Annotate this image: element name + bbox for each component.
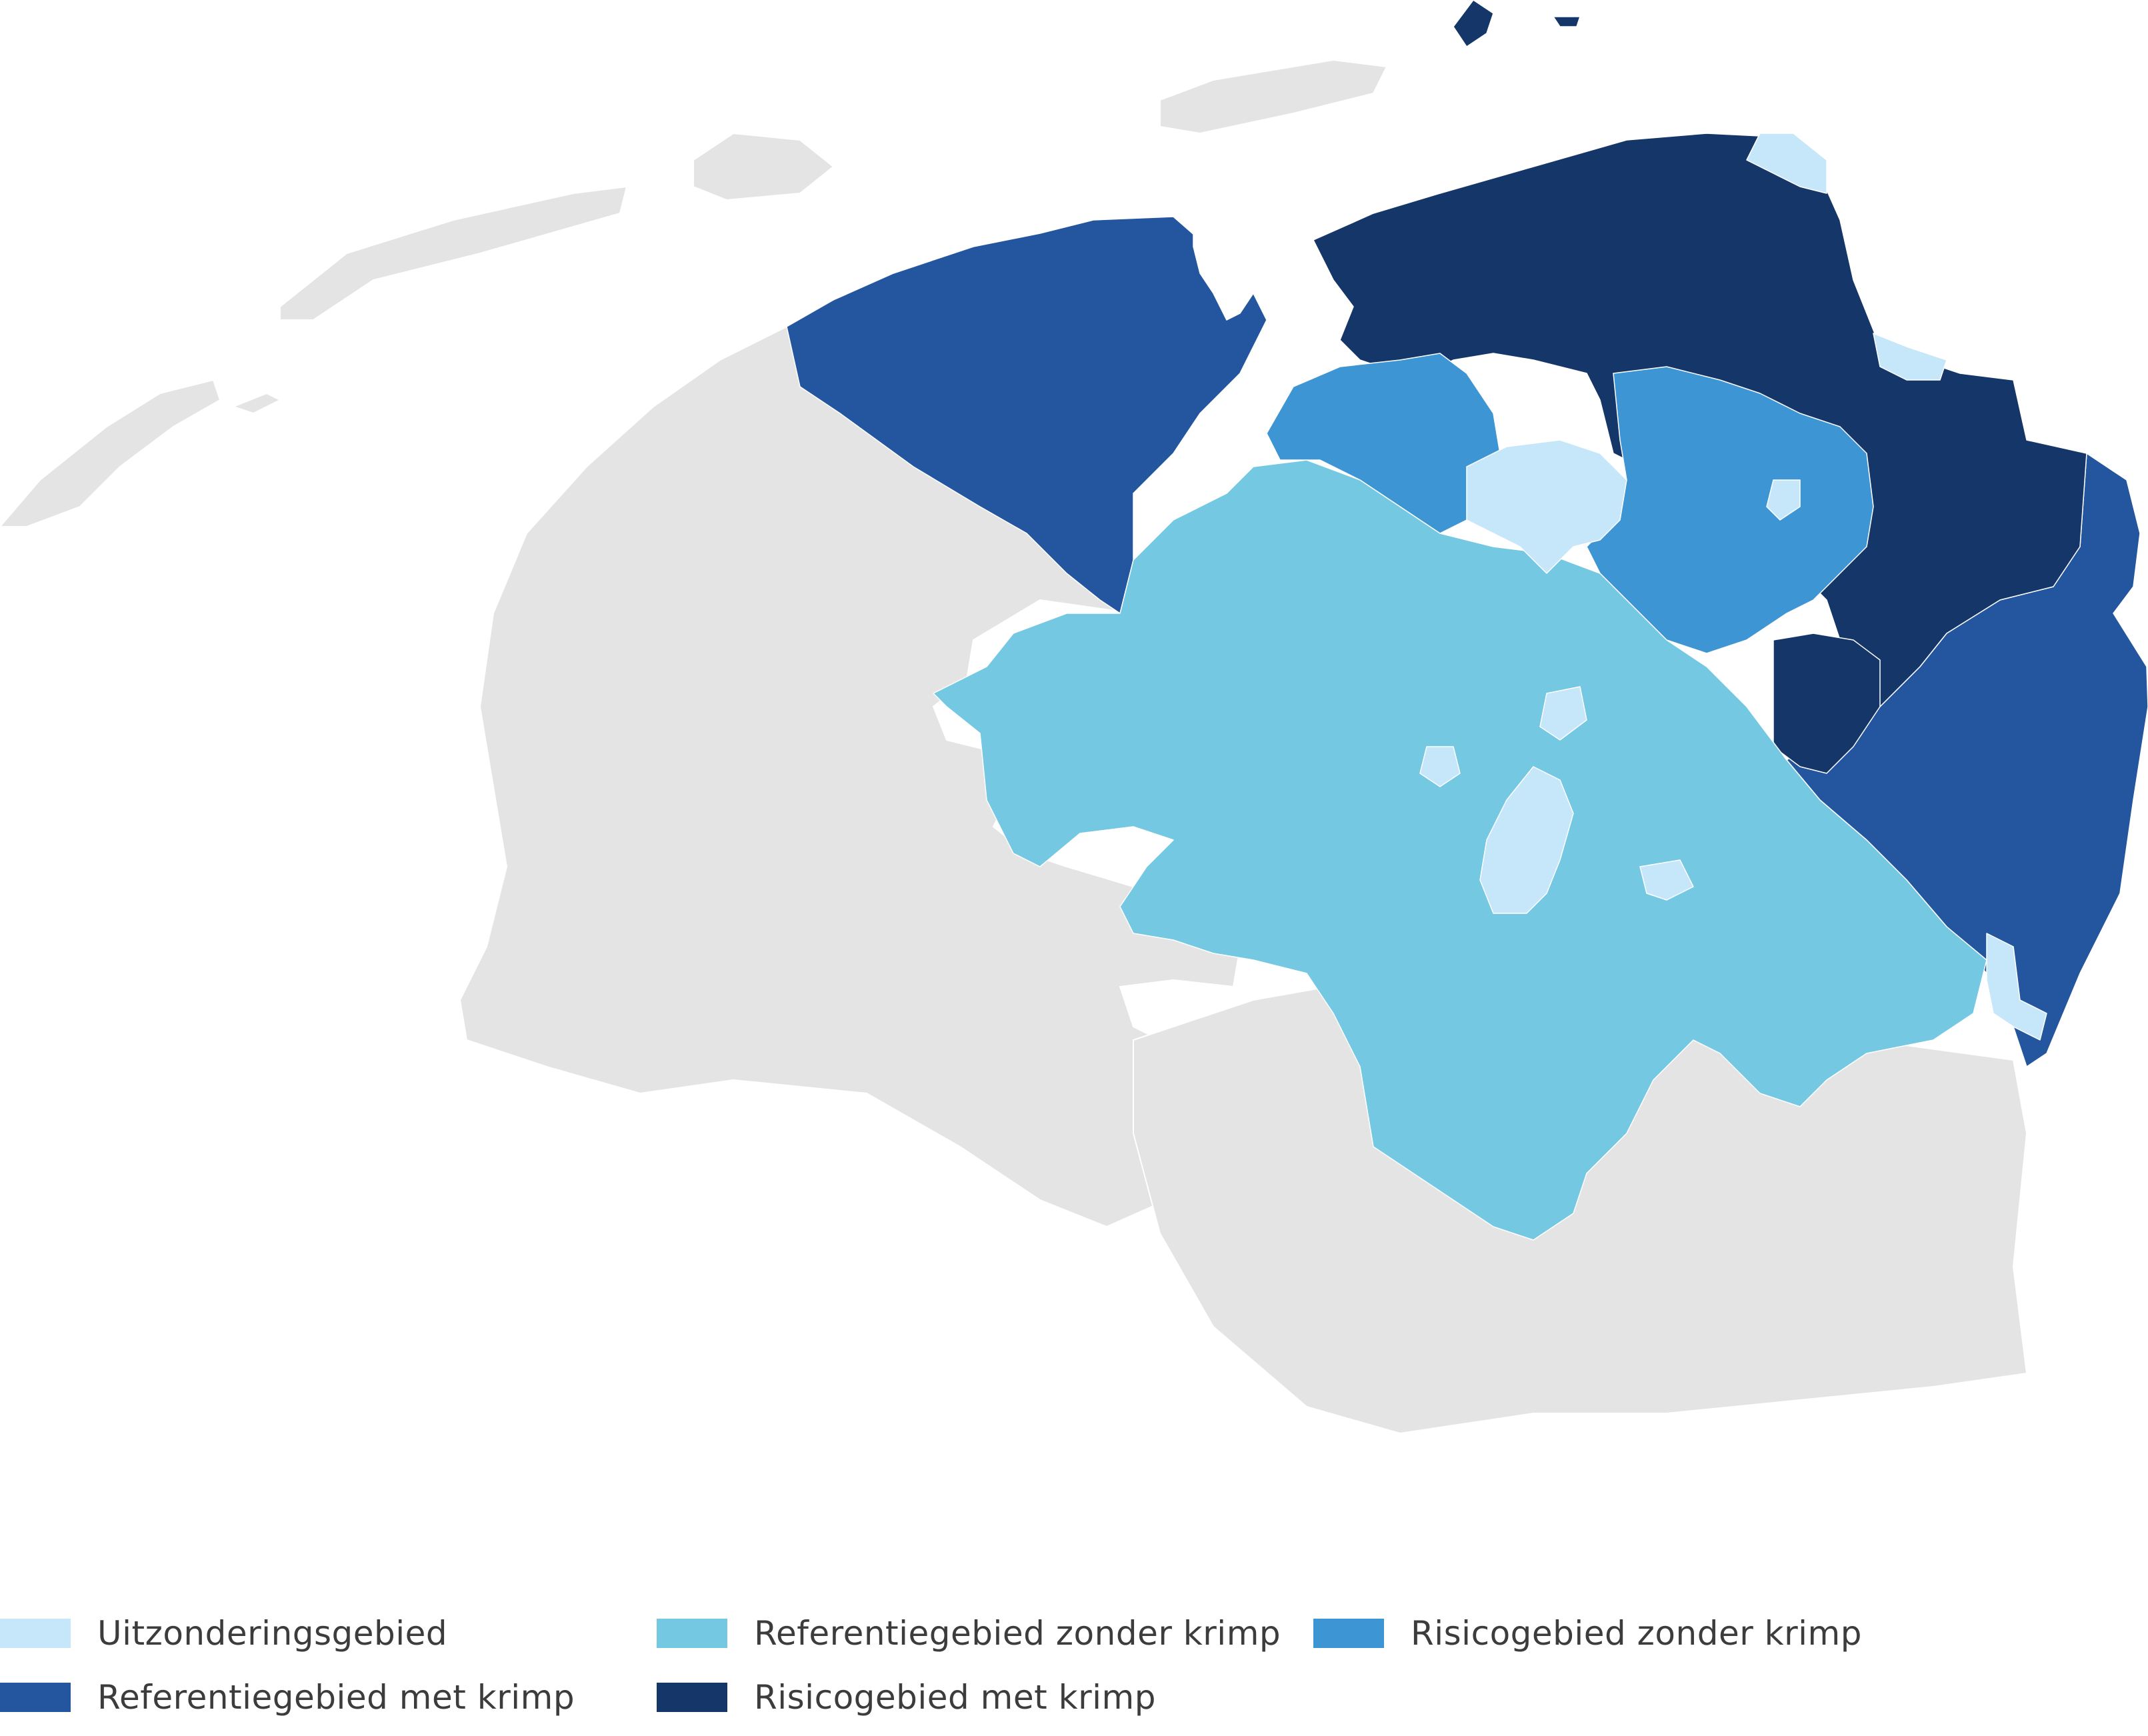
legend-label: Referentiegebied met krimp: [97, 1678, 575, 1717]
island-schiermonnikoog: [1159, 59, 1388, 135]
island-ameland: [693, 132, 835, 201]
region-uitzondering-south-town: [1479, 766, 1574, 914]
region-risico-met-krimp-south: [1773, 633, 1881, 774]
legend-swatch: [657, 1683, 727, 1712]
island-terschelling: [279, 185, 628, 321]
region-uitzondering-small-4: [1766, 479, 1801, 521]
region-uitzondering-delfzijl: [1873, 333, 1947, 381]
legend-item-referentiegebied-met-krimp: Referentiegebied met krimp: [0, 1677, 575, 1717]
legend-label: Risicogebied zonder krimp: [1411, 1614, 1863, 1653]
lauwersmeer-water: [1193, 219, 1254, 321]
region-risico-met-krimp-islet-1: [1453, 0, 1494, 47]
region-uitzondering-small-1: [1639, 859, 1694, 901]
region-referentie-zonder-krimp: [933, 459, 1987, 1241]
region-risico-met-krimp-islet-2: [1553, 16, 1581, 27]
choropleth-map: [0, 0, 2148, 1435]
legend-item-risicogebied-zonder-krimp: Risicogebied zonder krimp: [1313, 1613, 1862, 1653]
region-group: [786, 0, 2148, 1241]
map-legend: Uitzonderingsgebied Referentiegebied zon…: [0, 1613, 2148, 1736]
legend-item-uitzonderingsgebied: Uitzonderingsgebied: [0, 1613, 447, 1653]
region-uitzondering-small-3: [1419, 746, 1461, 787]
legend-swatch: [0, 1619, 71, 1648]
legend-item-referentiegebied-zonder-krimp: Referentiegebied zonder krimp: [657, 1613, 1281, 1653]
region-uitzondering-eemshaven: [1746, 133, 1827, 194]
legend-label: Referentiegebied zonder krimp: [754, 1614, 1281, 1653]
legend-label: Risicogebied met krimp: [754, 1678, 1156, 1717]
region-uitzondering-southeast: [1986, 933, 2047, 1041]
island-vlieland: [231, 392, 282, 415]
legend-item-risicogebied-met-krimp: Risicogebied met krimp: [657, 1677, 1156, 1717]
legend-swatch: [1313, 1619, 1384, 1648]
region-uitzondering-groningen-city: [1466, 439, 1627, 574]
region-uitzondering-small-2: [1539, 686, 1587, 741]
legend-swatch: [657, 1619, 727, 1648]
legend-label: Uitzonderingsgebied: [97, 1614, 448, 1653]
region-referentie-met-krimp-northwest: [786, 216, 1267, 614]
legend-swatch: [0, 1683, 71, 1712]
island-texel: [0, 379, 221, 527]
